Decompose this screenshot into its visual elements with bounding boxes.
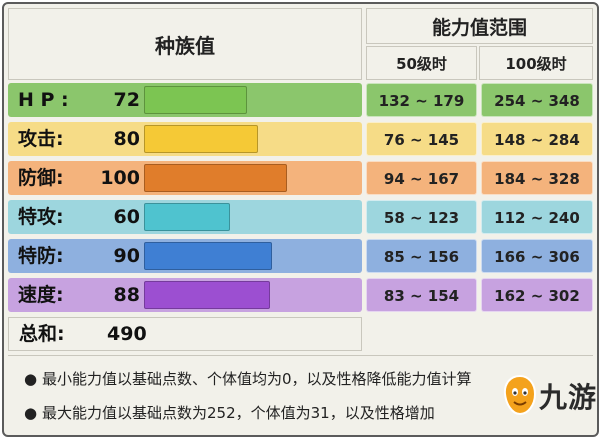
base-stats-title: 种族值 — [155, 33, 215, 58]
range-level100: 148 ~ 284 — [481, 122, 593, 156]
bullet-icon: ● — [24, 404, 38, 422]
level100-title: 100级时 — [505, 54, 567, 73]
stat-row: 特攻: 60 58 ~ 123 112 ~ 240 — [8, 200, 593, 234]
range-level50: 58 ~ 123 — [366, 200, 477, 234]
note-max: ● 最大能力值以基础点数为252，个体值为31，以及性格增加 — [24, 402, 435, 423]
range-level100: 184 ~ 328 — [481, 161, 593, 195]
base-stats-header: 种族值 — [8, 8, 362, 80]
stat-label: H P : — [18, 89, 69, 111]
range-level100: 162 ~ 302 — [481, 278, 593, 312]
level100-header: 100级时 — [479, 46, 593, 80]
stat-cell: 速度: 88 — [8, 278, 362, 312]
range-title: 能力值范围 — [431, 16, 527, 39]
range-level100: 254 ~ 348 — [481, 83, 593, 117]
stat-value: 60 — [113, 206, 140, 228]
stat-label: 特防: — [18, 245, 64, 267]
stat-row: 攻击: 80 76 ~ 145 148 ~ 284 — [8, 122, 593, 156]
stat-row: 特防: 90 85 ~ 156 166 ~ 306 — [8, 239, 593, 273]
stat-bar — [144, 86, 247, 114]
stat-value: 80 — [113, 128, 140, 150]
stat-value: 72 — [113, 89, 140, 111]
stat-cell: H P : 72 — [8, 83, 362, 117]
stat-bar — [144, 125, 258, 153]
range-level100: 166 ~ 306 — [481, 239, 593, 273]
range-level50: 85 ~ 156 — [366, 239, 477, 273]
stat-bar — [144, 203, 230, 231]
note-min: ● 最小能力值以基础点数、个体值均为0，以及性格降低能力值计算 — [24, 368, 472, 389]
notes-section: ● 最小能力值以基础点数、个体值均为0，以及性格降低能力值计算 ● 最大能力值以基础… — [8, 355, 593, 434]
stat-bar — [144, 242, 272, 270]
stat-bar — [144, 164, 287, 192]
stat-cell: 防御: 100 — [8, 161, 362, 195]
stat-value: 100 — [100, 167, 140, 189]
range-level50: 94 ~ 167 — [366, 161, 477, 195]
stat-row: H P : 72 132 ~ 179 254 ~ 348 — [8, 83, 593, 117]
range-header: 能力值范围 — [366, 8, 593, 44]
stat-cell: 特防: 90 — [8, 239, 362, 273]
stat-label: 防御: — [18, 167, 64, 189]
note-min-text: 最小能力值以基础点数、个体值均为0，以及性格降低能力值计算 — [42, 370, 472, 388]
total-value: 490 — [107, 323, 147, 345]
stat-row: 速度: 88 83 ~ 154 162 ~ 302 — [8, 278, 593, 312]
range-level50: 76 ~ 145 — [366, 122, 477, 156]
stat-value: 90 — [113, 245, 140, 267]
stat-label: 攻击: — [18, 128, 64, 150]
jiuyou-mascot-icon — [503, 374, 537, 416]
note-max-text: 最大能力值以基础点数为252，个体值为31，以及性格增加 — [42, 404, 435, 422]
bullet-icon: ● — [24, 370, 38, 388]
range-level100: 112 ~ 240 — [481, 200, 593, 234]
total-label: 总和: — [19, 323, 65, 345]
total-row: 总和: 490 — [8, 317, 362, 351]
stat-value: 88 — [113, 284, 140, 306]
level50-title: 50级时 — [396, 54, 447, 73]
stat-label: 速度: — [18, 284, 64, 306]
stat-cell: 攻击: 80 — [8, 122, 362, 156]
stat-label: 特攻: — [18, 206, 64, 228]
level50-header: 50级时 — [366, 46, 477, 80]
stat-row: 防御: 100 94 ~ 167 184 ~ 328 — [8, 161, 593, 195]
stat-bar — [144, 281, 270, 309]
jiuyou-logo: 九游 — [502, 370, 598, 420]
stat-cell: 特攻: 60 — [8, 200, 362, 234]
range-level50: 132 ~ 179 — [366, 83, 477, 117]
logo-text: 九游 — [539, 381, 598, 414]
range-level50: 83 ~ 154 — [366, 278, 477, 312]
